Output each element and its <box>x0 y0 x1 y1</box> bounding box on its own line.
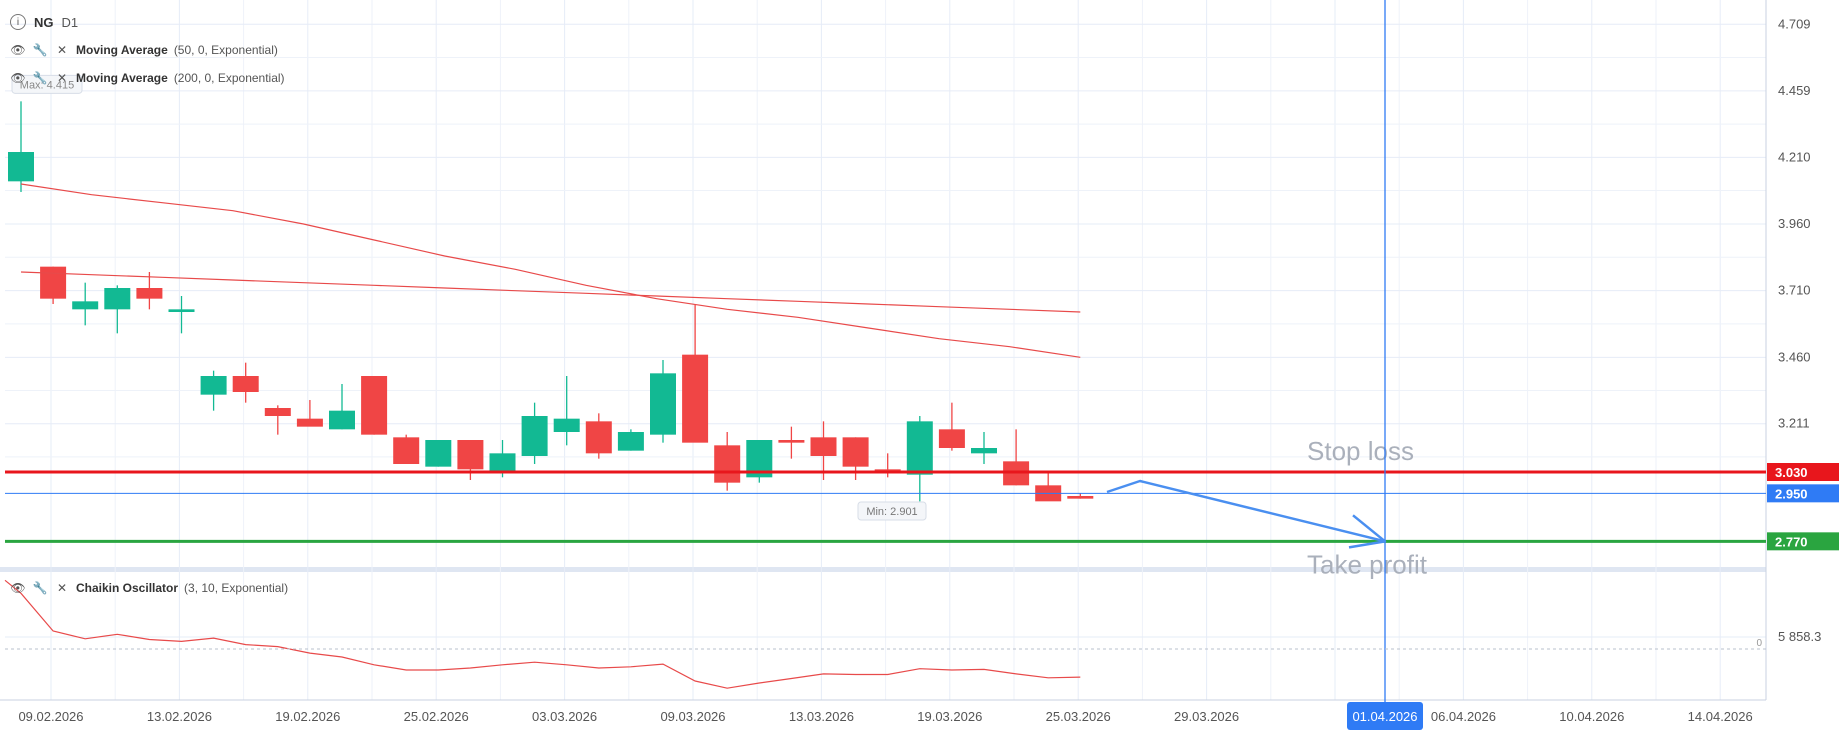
forecast-arrow <box>1106 479 1386 543</box>
price-badge-label: 2.950 <box>1775 486 1808 501</box>
close-icon[interactable]: ✕ <box>56 581 68 595</box>
candle-body <box>168 309 195 312</box>
candle-body <box>617 432 644 451</box>
timeframe-label[interactable]: D1 <box>61 14 79 30</box>
candle-body <box>938 429 965 448</box>
candle-body <box>457 440 484 470</box>
candle-body <box>200 376 227 395</box>
price-tick-label: 3.710 <box>1778 283 1811 298</box>
forecast-arrowhead <box>1348 514 1387 549</box>
price-badge-label: 2.770 <box>1775 534 1808 549</box>
candle-body <box>72 301 99 310</box>
candle-body <box>104 288 131 310</box>
pane-separator <box>0 567 1766 572</box>
candle-body <box>40 266 67 299</box>
time-tick-label: 19.03.2026 <box>917 709 982 724</box>
stop-loss-label: Stop loss <box>1307 436 1414 466</box>
candle-body <box>521 416 548 456</box>
time-tick-label: 09.03.2026 <box>660 709 725 724</box>
ma200-line <box>20 271 1081 313</box>
oscillator-legend: 👁 🔧 ✕ Chaikin Oscillator (3, 10, Exponen… <box>10 580 288 596</box>
oscillator-line <box>4 579 1081 689</box>
price-tick-label: 4.210 <box>1778 149 1811 164</box>
oscillator-name: Chaikin Oscillator <box>76 581 179 595</box>
indicator-name: Moving Average <box>76 43 168 57</box>
price-badge <box>1767 532 1839 551</box>
indicator-legend-ma200: 👁 🔧 ✕ Moving Average (200, 0, Exponentia… <box>10 70 285 86</box>
candle-body <box>264 408 291 416</box>
candle-body <box>585 421 612 454</box>
candle-body <box>682 354 709 443</box>
candle-body <box>136 288 163 299</box>
symbol-ticker: NG <box>34 14 54 30</box>
candle-body <box>393 437 420 464</box>
candle-body <box>971 448 997 454</box>
candle-body <box>1067 496 1094 499</box>
eye-icon[interactable]: 👁 <box>10 71 26 85</box>
eye-icon[interactable]: 👁 <box>10 581 26 595</box>
candle-body <box>842 437 869 467</box>
indicator-name: Moving Average <box>76 71 168 85</box>
candle-body <box>361 376 388 435</box>
time-tick-label: 03.03.2026 <box>532 709 597 724</box>
wrench-icon[interactable]: 🔧 <box>32 71 48 85</box>
candle-body <box>296 418 323 427</box>
max-label: Max: 4.415 <box>20 79 74 91</box>
candle-body <box>650 373 676 435</box>
oscillator-params: (3, 10, Exponential) <box>184 581 289 595</box>
symbol-header: i NG D1 <box>10 14 78 30</box>
time-tick-label: 10.04.2026 <box>1559 709 1624 724</box>
time-tick-label: 25.03.2026 <box>1046 709 1111 724</box>
price-tick-label: 4.459 <box>1778 83 1811 98</box>
indicator-legend-ma50: 👁 🔧 ✕ Moving Average (50, 0, Exponential… <box>10 42 278 58</box>
time-tick-label: 29.03.2026 <box>1174 709 1239 724</box>
wrench-icon[interactable]: 🔧 <box>32 581 48 595</box>
price-tick-label: 4.709 <box>1778 16 1811 31</box>
candle-body <box>8 152 34 182</box>
candle-body <box>714 445 741 483</box>
price-tick-label: 3.460 <box>1778 349 1811 364</box>
ma50-line <box>20 183 1081 358</box>
max-label-box <box>11 74 83 94</box>
oscillator-tick-label: 5 858.3 <box>1778 629 1821 644</box>
candle-body <box>232 376 259 392</box>
time-tick-label: 19.02.2026 <box>275 709 340 724</box>
indicator-params: (200, 0, Exponential) <box>173 71 285 85</box>
crosshair-date-badge <box>1347 702 1423 730</box>
time-tick-label: 14.04.2026 <box>1688 709 1753 724</box>
time-tick-label: 25.02.2026 <box>404 709 469 724</box>
candle-body <box>425 440 452 467</box>
min-label: Min: 2.901 <box>866 506 917 518</box>
candle-body <box>489 453 516 472</box>
price-badge <box>1767 484 1839 503</box>
wrench-icon[interactable]: 🔧 <box>32 43 48 57</box>
time-tick-label: 09.02.2026 <box>18 709 83 724</box>
time-tick-label: 13.03.2026 <box>789 709 854 724</box>
price-badge-label: 3.030 <box>1775 465 1808 480</box>
oscillator-zero-label: 0 <box>1756 638 1762 649</box>
price-tick-label: 3.211 <box>1778 416 1810 431</box>
info-icon[interactable]: i <box>10 14 26 30</box>
candle-body <box>329 410 355 430</box>
indicator-params: (50, 0, Exponential) <box>173 43 278 57</box>
price-tick-label: 3.960 <box>1778 216 1811 231</box>
candle-body <box>778 440 805 443</box>
time-tick-label: 06.04.2026 <box>1431 709 1496 724</box>
close-icon[interactable]: ✕ <box>56 43 68 57</box>
close-icon[interactable]: ✕ <box>56 71 68 85</box>
take-profit-label: Take profit <box>1307 549 1428 579</box>
price-badge <box>1767 463 1839 481</box>
candle-body <box>810 437 837 456</box>
time-tick-label: 13.02.2026 <box>147 709 212 724</box>
candle-body <box>906 421 933 475</box>
candle-body <box>553 418 580 432</box>
crosshair-date-label: 01.04.2026 <box>1352 709 1417 724</box>
min-label-box <box>857 501 927 521</box>
eye-icon[interactable]: 👁 <box>10 43 26 57</box>
